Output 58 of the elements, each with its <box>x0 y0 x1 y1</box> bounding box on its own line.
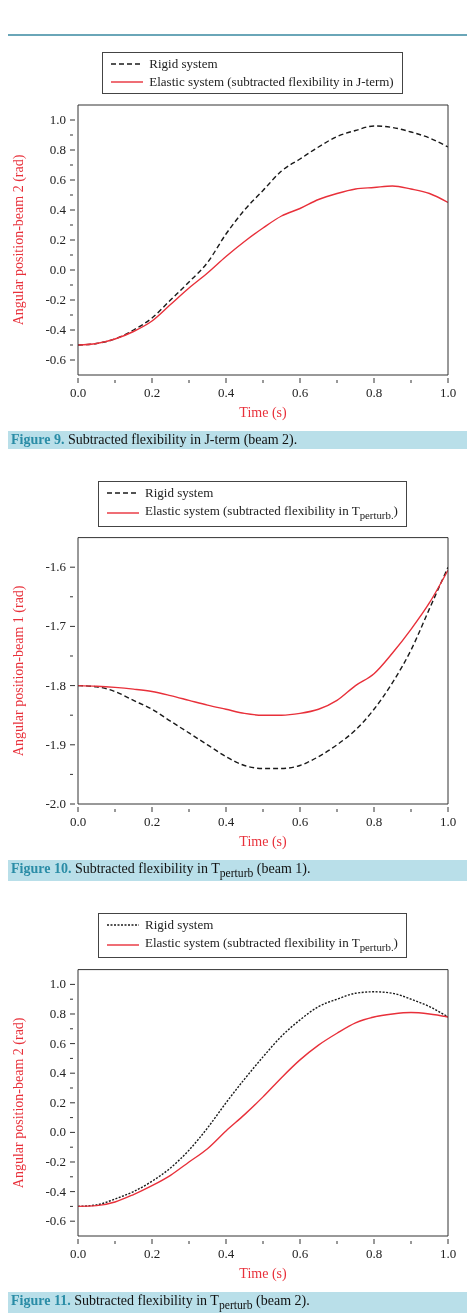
legend-label: Elastic system (subtracted flexibility in J-term) <box>149 73 394 91</box>
y-tick-label: 0.2 <box>49 232 66 247</box>
legend-label: Rigid system <box>145 484 214 502</box>
line-series <box>78 185 448 346</box>
x-tick-label: 1.0 <box>439 1245 457 1261</box>
x-axis-title: Time (s) <box>239 405 287 421</box>
x-tick-label: 0.6 <box>291 814 309 829</box>
y-tick-label: -0.4 <box>45 1183 67 1199</box>
text: Figure 11. Subtracted flexibility in T$_{perturb}$ (beam 2). <box>11 1292 310 1312</box>
legend-label: Rigid system <box>145 915 214 934</box>
y-tick-label: -2.0 <box>45 796 66 811</box>
y-axis-title: Angular position-beam 2 (rad) <box>10 1016 27 1188</box>
x-tick-label: 0.6 <box>291 1245 309 1261</box>
x-axis-title: Time (s) <box>239 834 287 850</box>
y-axis-title: Angular position-beam 1 (rad) <box>10 585 27 757</box>
legend-label: Elastic system (subtracted flexibility in T$_{perturb.}$) <box>145 933 398 955</box>
x-tick-label: 0.0 <box>69 814 87 829</box>
y-tick-label: 0.2 <box>49 1094 66 1110</box>
y-tick-label: 0.0 <box>49 262 66 277</box>
x-tick-label: 0.2 <box>143 385 161 400</box>
y-tick-label: -0.6 <box>45 1213 67 1228</box>
y-tick-label: -1.7 <box>45 618 67 634</box>
y-tick-label: 0.6 <box>49 172 67 187</box>
y-tick-label: 0.6 <box>49 1035 67 1051</box>
y-tick-label: -0.2 <box>45 1153 66 1169</box>
x-tick-label: 0.4 <box>217 1245 235 1261</box>
y-tick-label: 0.4 <box>49 1064 67 1080</box>
x-tick-label: 0.2 <box>143 1245 161 1261</box>
y-tick-label: 1.0 <box>49 976 66 992</box>
x-tick-label: 0.6 <box>291 385 309 400</box>
y-tick-label: 0.4 <box>49 202 67 217</box>
x-tick-label: 0.8 <box>365 814 383 829</box>
x-tick-label: 0.0 <box>69 1245 87 1261</box>
y-tick-label: 0.8 <box>49 1005 66 1021</box>
y-tick-label: -1.9 <box>45 736 66 752</box>
legend-label: Elastic system (subtracted flexibility in T$_{perturb.}$) <box>145 502 398 523</box>
y-tick-label: 0.0 <box>49 1124 66 1140</box>
y-tick-label: -1.8 <box>45 677 66 693</box>
x-tick-label: 1.0 <box>439 814 457 829</box>
text: Figure 9. Subtracted flexibility in J-term (beam 2). <box>11 432 298 447</box>
x-axis-title: Time (s) <box>239 1265 287 1282</box>
x-tick-label: 0.8 <box>365 385 383 400</box>
text: Figure 10. Subtracted flexibility in T$_{perturb}$ (beam 1). <box>11 861 311 880</box>
x-tick-label: 0.2 <box>143 814 161 829</box>
x-tick-label: 0.4 <box>217 385 235 400</box>
y-tick-label: 0.8 <box>49 142 66 157</box>
x-tick-label: 0.8 <box>365 1245 383 1261</box>
y-tick-label: 1.0 <box>49 112 66 127</box>
x-tick-label: 0.4 <box>217 814 235 829</box>
y-tick-label: -0.6 <box>45 352 67 367</box>
x-tick-label: 0.0 <box>69 385 87 400</box>
legend-label: Rigid system <box>149 55 218 73</box>
y-tick-label: -0.2 <box>45 292 66 307</box>
y-axis-title: Angular position-beam 2 (rad) <box>10 154 27 326</box>
y-tick-label: -0.4 <box>45 322 67 337</box>
y-tick-label: -1.6 <box>45 559 67 575</box>
x-tick-label: 1.0 <box>439 385 457 400</box>
line-series <box>78 569 448 716</box>
